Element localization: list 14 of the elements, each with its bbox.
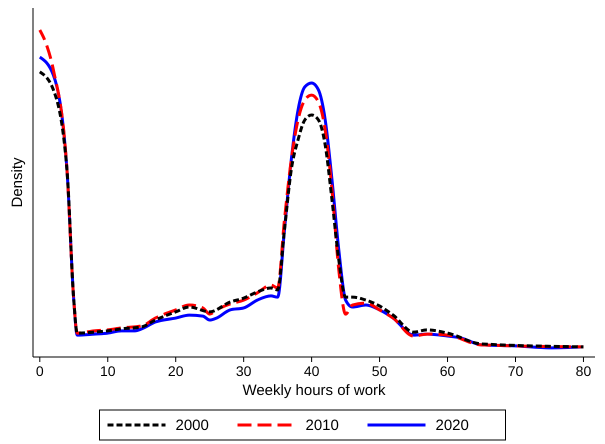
x-tick-label: 80	[576, 363, 592, 379]
x-tick-label: 0	[36, 363, 44, 379]
x-tick-label: 60	[440, 363, 456, 379]
legend-label: 2010	[306, 417, 339, 434]
x-axis-title: Weekly hours of work	[242, 382, 386, 399]
x-tick-label: 40	[304, 363, 320, 379]
x-tick-label: 70	[508, 363, 524, 379]
x-tick-label: 20	[168, 363, 184, 379]
legend-label: 2000	[176, 417, 209, 434]
x-tick-label: 50	[372, 363, 388, 379]
x-tick-label: 30	[236, 363, 252, 379]
y-axis-title: Density	[9, 157, 26, 208]
legend-label: 2020	[436, 417, 469, 434]
x-tick-label: 10	[100, 363, 116, 379]
